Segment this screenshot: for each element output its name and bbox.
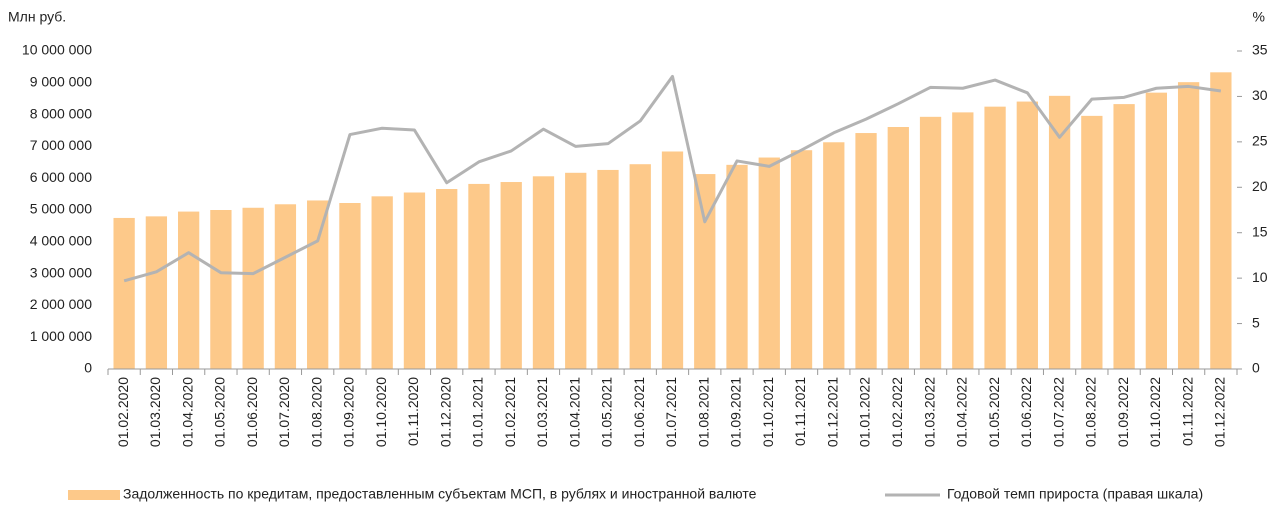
y2-tick-label: 35: [1252, 42, 1268, 58]
x-tick-label: 01.08.2022: [1083, 377, 1099, 447]
y2-tick-label: 0: [1252, 360, 1260, 376]
bar: [1081, 115, 1103, 369]
x-tick-label: 01.04.2021: [566, 377, 582, 447]
y2-tick-label: 30: [1252, 87, 1268, 103]
bar: [1145, 92, 1168, 370]
y2-axis-label: %: [1253, 9, 1265, 25]
bar: [855, 133, 877, 369]
x-tick-label: 01.07.2021: [663, 377, 679, 447]
y2-tick-label: 25: [1252, 133, 1268, 149]
x-tick-label: 01.07.2022: [1050, 377, 1066, 447]
bar: [532, 176, 555, 369]
bar: [984, 106, 1006, 370]
x-tick-label: 01.04.2022: [954, 377, 970, 447]
bar: [629, 164, 651, 369]
bar: [403, 192, 426, 369]
x-tick-label: 01.09.2022: [1115, 377, 1131, 447]
x-tick-label: 01.10.2020: [373, 377, 389, 447]
y2-tick-label: 10: [1252, 269, 1268, 285]
bar: [242, 207, 264, 369]
bar: [758, 157, 780, 369]
legend-swatch: [68, 490, 120, 500]
x-tick-label: 01.04.2020: [179, 377, 195, 447]
x-tick-label: 01.12.2020: [437, 377, 453, 447]
bar: [694, 174, 716, 369]
x-tick-label: 01.08.2020: [308, 377, 324, 447]
y2-tick-label: 5: [1252, 314, 1260, 330]
bar: [145, 216, 168, 369]
x-tick-label: 01.06.2022: [1018, 377, 1034, 447]
bar: [500, 182, 522, 369]
x-tick-label: 01.02.2020: [115, 377, 131, 447]
bar: [1177, 82, 1200, 369]
x-tick-label: 01.05.2021: [599, 377, 615, 447]
y-tick-label: 6 000 000: [30, 169, 92, 185]
y-tick-label: 1 000 000: [30, 328, 92, 344]
legend-label: Годовой темп прироста (правая шкала): [947, 486, 1203, 502]
bar: [661, 151, 684, 369]
x-tick-label: 01.01.2022: [857, 377, 873, 447]
y-tick-label: 7 000 000: [30, 137, 92, 153]
x-tick-label: 01.03.2022: [921, 377, 937, 447]
x-tick-label: 01.12.2022: [1212, 377, 1228, 447]
x-tick-label: 01.03.2020: [147, 377, 163, 447]
x-tick-label: 01.10.2021: [760, 377, 776, 447]
bar: [919, 116, 942, 370]
x-tick-label: 01.05.2022: [986, 377, 1002, 447]
y-tick-label: 0: [84, 360, 92, 376]
x-tick-label: 01.11.2021: [792, 377, 808, 446]
x-tick-label: 01.11.2020: [405, 377, 421, 446]
bar: [307, 200, 329, 369]
bar: [597, 169, 619, 369]
bar: [339, 203, 361, 369]
bar: [952, 112, 974, 370]
x-tick-label: 01.12.2021: [824, 377, 840, 447]
bar: [726, 164, 748, 369]
y-axis-label: Млн руб.: [8, 9, 66, 25]
bar: [823, 142, 845, 369]
bar: [790, 150, 813, 369]
bar: [371, 196, 393, 369]
x-tick-label: 01.08.2021: [695, 377, 711, 447]
y-tick-label: 9 000 000: [30, 74, 92, 90]
bar: [177, 211, 200, 369]
x-tick-label: 01.11.2022: [1179, 377, 1195, 446]
y-tick-label: 4 000 000: [30, 233, 92, 249]
bar: [1016, 101, 1038, 369]
y-tick-label: 8 000 000: [30, 105, 92, 121]
bar: [436, 189, 458, 369]
bar: [1113, 104, 1135, 369]
y-tick-label: 10 000 000: [22, 42, 92, 58]
y2-tick-label: 15: [1252, 223, 1268, 239]
bar: [113, 217, 135, 369]
x-tick-label: 01.07.2020: [276, 377, 292, 447]
bar: [887, 127, 909, 369]
x-tick-label: 01.09.2020: [341, 377, 357, 447]
legend-label: Задолженность по кредитам, предоставленн…: [123, 486, 757, 502]
y-tick-label: 5 000 000: [30, 201, 92, 217]
y-tick-label: 2 000 000: [30, 296, 92, 312]
y2-tick-label: 20: [1252, 178, 1268, 194]
x-tick-label: 01.09.2021: [728, 377, 744, 447]
x-tick-label: 01.01.2021: [470, 377, 486, 447]
line: [123, 74, 1222, 283]
y-tick-label: 3 000 000: [30, 264, 92, 280]
x-tick-label: 01.06.2020: [244, 377, 260, 447]
x-tick-label: 01.06.2021: [631, 377, 647, 447]
x-tick-label: 01.05.2020: [212, 377, 228, 447]
bar: [274, 204, 297, 369]
bar: [468, 183, 490, 369]
x-tick-label: 01.10.2022: [1147, 377, 1163, 447]
bar: [565, 172, 587, 369]
bar: [210, 210, 232, 369]
bar: [1048, 95, 1071, 369]
x-tick-label: 01.02.2022: [889, 377, 905, 447]
bar: [1210, 72, 1232, 369]
x-tick-label: 01.03.2021: [534, 377, 550, 447]
x-tick-label: 01.02.2021: [502, 377, 518, 447]
